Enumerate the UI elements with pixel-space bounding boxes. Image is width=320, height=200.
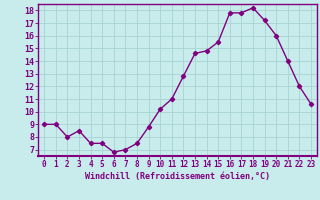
X-axis label: Windchill (Refroidissement éolien,°C): Windchill (Refroidissement éolien,°C): [85, 172, 270, 181]
